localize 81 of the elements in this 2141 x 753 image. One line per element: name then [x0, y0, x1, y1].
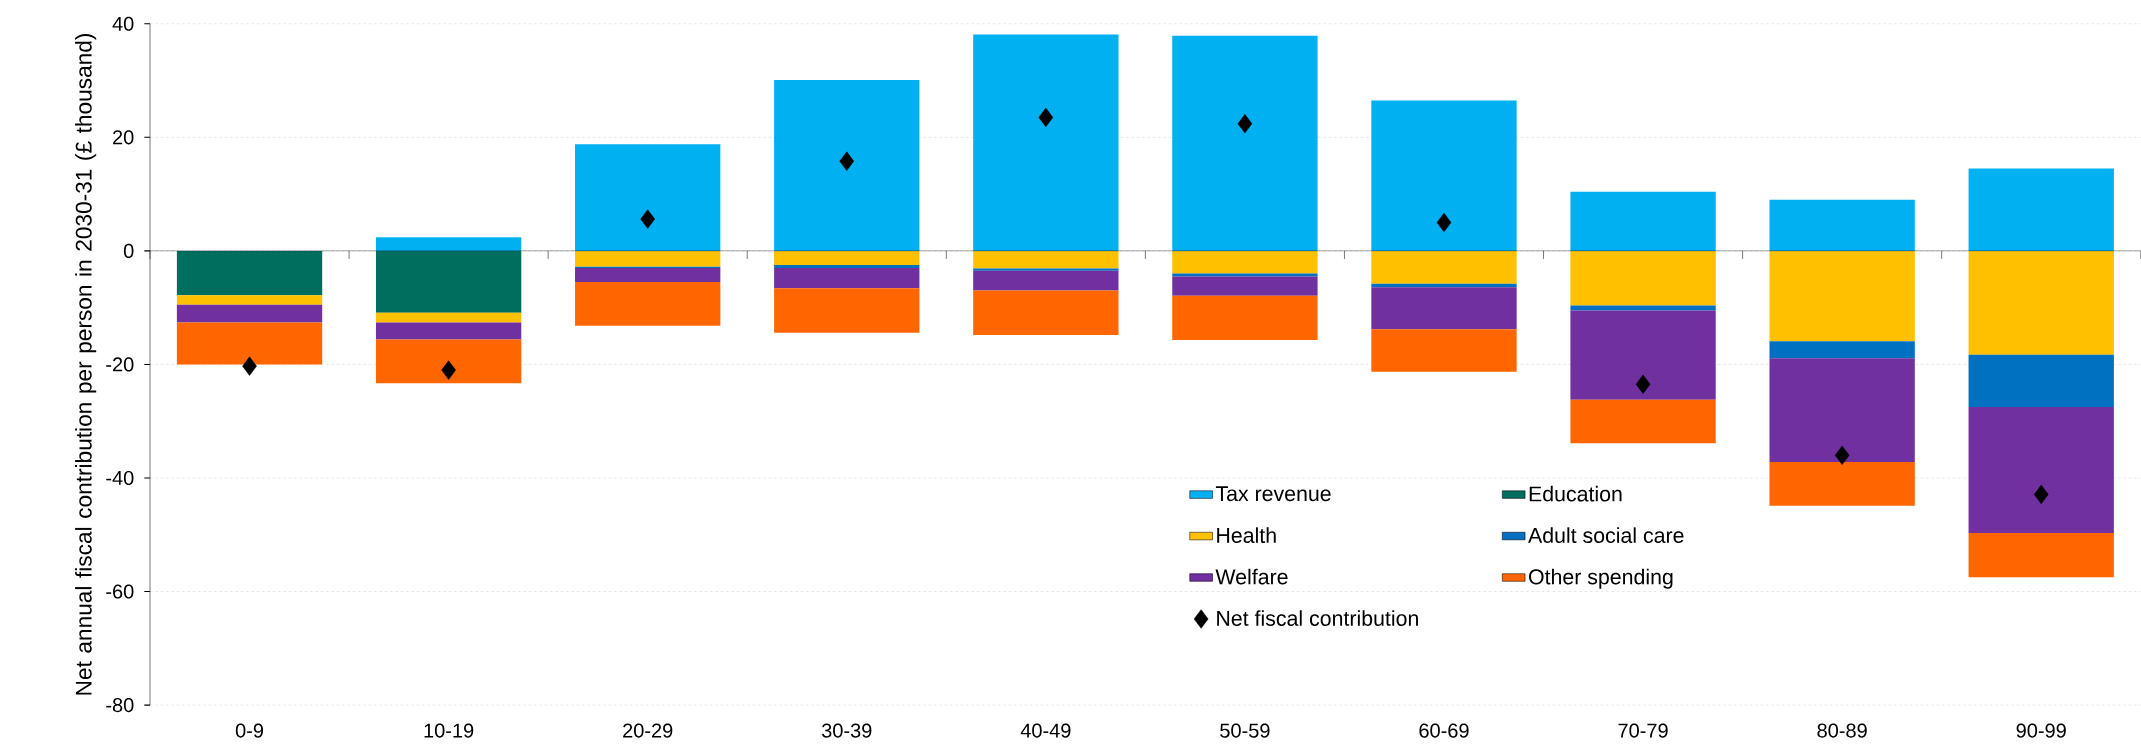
bar: [973, 270, 1119, 291]
y-tick-label: 20: [113, 130, 134, 145]
bar: [1769, 341, 1915, 359]
point: [1237, 114, 1253, 134]
bar: [1371, 287, 1517, 330]
bar: [375, 322, 522, 340]
point: [441, 360, 456, 380]
bar: [375, 339, 522, 384]
y-tick-label: -20: [106, 357, 134, 372]
point: [1038, 107, 1054, 128]
x-tick-label: 80-89: [1817, 723, 1867, 738]
x-tick-label: 20-29: [623, 723, 673, 738]
bar: [176, 250, 323, 296]
legend-label: Tax revenue: [1215, 486, 1331, 502]
bar: [575, 250, 721, 267]
bar: [575, 267, 721, 283]
bar: [1570, 250, 1716, 306]
bar: [1172, 250, 1318, 274]
bar: [176, 295, 323, 305]
bar: [176, 322, 323, 365]
bar: [1371, 329, 1517, 372]
bar: [375, 250, 522, 313]
point: [839, 151, 855, 171]
point: [1436, 212, 1452, 233]
point: [640, 209, 655, 229]
y-axis-title: Net annual fiscal contribution per person in 2030-31 (£ thousand): [75, 33, 97, 695]
y-tick-label: 0: [123, 243, 134, 258]
bar: [774, 288, 920, 333]
bar: [1570, 305, 1716, 311]
y-tick-label: 40: [112, 16, 134, 31]
bar: [575, 282, 721, 326]
bar: [1968, 168, 2114, 251]
bar: [1769, 199, 1915, 251]
point: [1834, 445, 1850, 465]
x-tick-label: 50-59: [1220, 723, 1270, 738]
bar: [1172, 295, 1318, 340]
bar: [575, 144, 721, 251]
legend-label: Health: [1217, 527, 1276, 543]
x-tick-label: 10-19: [424, 723, 474, 738]
bar: [973, 250, 1119, 269]
bar: [774, 250, 920, 266]
point: [1635, 374, 1651, 394]
bar: [1570, 399, 1716, 444]
bar: [973, 290, 1119, 335]
x-tick-label: 40-49: [1020, 723, 1071, 738]
y-tick-label: -80: [106, 697, 134, 713]
bar: [1570, 310, 1716, 400]
bar: [1769, 462, 1915, 506]
x-tick-label: 0-9: [235, 723, 264, 738]
point: [2033, 484, 2049, 505]
x-tick-label: 90-99: [2016, 723, 2066, 738]
bar: [774, 265, 920, 268]
bar: [1371, 250, 1517, 284]
x-tick-label: 60-69: [1419, 723, 1469, 738]
bar: [176, 304, 323, 323]
x-tick-label: 70-79: [1618, 723, 1668, 738]
y-tick-label: -60: [106, 584, 134, 599]
bar: [1172, 35, 1318, 251]
legend-label: Net fiscal contribution: [1217, 610, 1418, 626]
bar: [973, 268, 1119, 271]
legend-label: Other spending: [1529, 568, 1673, 589]
bar: [1968, 250, 2114, 355]
bar: [1769, 358, 1915, 463]
bar: [375, 312, 522, 323]
bar: [1371, 100, 1517, 251]
bar: [1769, 250, 1915, 342]
bar: [973, 34, 1119, 251]
legend-label: Education: [1529, 485, 1622, 502]
bar: [1172, 276, 1318, 296]
bar: [1968, 406, 2114, 534]
bar: [774, 79, 920, 251]
bar: [1968, 533, 2114, 578]
y-tick-label: -40: [106, 470, 134, 486]
point: [242, 356, 257, 376]
bar: [774, 267, 920, 289]
x-tick-label: 30-39: [821, 723, 872, 738]
legend-label: Adult social care: [1528, 527, 1684, 543]
bar: [1968, 354, 2114, 407]
bar: [1570, 191, 1716, 251]
legend-label: Welfare: [1215, 568, 1288, 585]
bar: [375, 237, 522, 251]
